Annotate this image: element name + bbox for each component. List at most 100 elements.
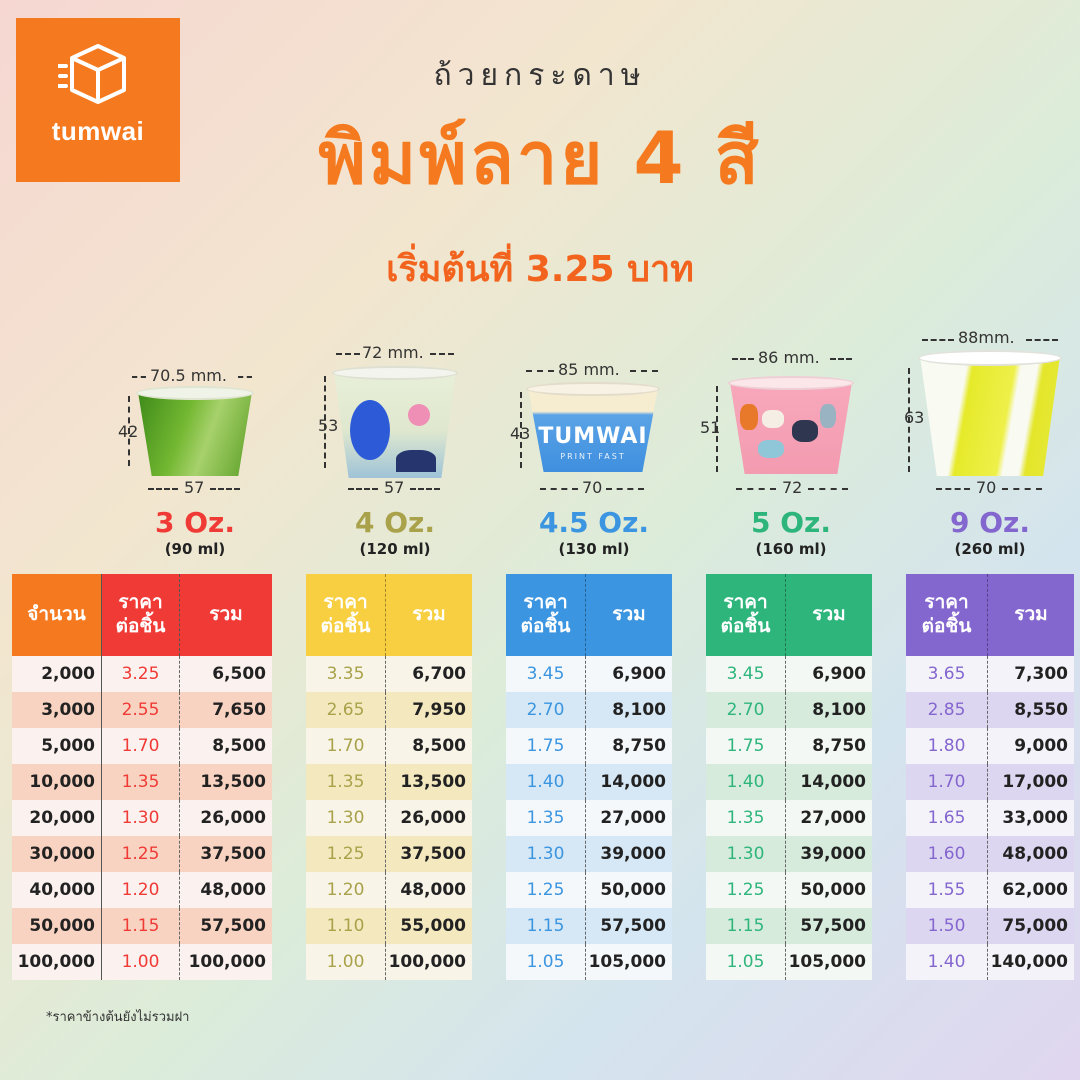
cup-height-dimension: 42 xyxy=(118,422,139,441)
cell-price: 1.70 xyxy=(906,764,988,800)
cell-total: 75,000 xyxy=(988,908,1074,944)
table-row: 1.40 14,000 xyxy=(506,764,672,800)
table-row: 1.70 17,000 xyxy=(906,764,1074,800)
cell-total: 8,500 xyxy=(386,728,472,764)
table-row: 3.35 6,700 xyxy=(306,656,472,692)
cup-image xyxy=(920,356,1060,476)
cup-height-dimension: 53 xyxy=(318,416,339,435)
cell-price: 1.75 xyxy=(706,728,786,764)
header-price: ราคา ต่อชิ้น xyxy=(506,574,586,656)
cell-price: 2.65 xyxy=(306,692,386,728)
cell-total: 8,500 xyxy=(180,728,272,764)
table-row: 1.30 39,000 xyxy=(506,836,672,872)
footnote: *ราคาข้างต้นยังไม่รวมฝา xyxy=(46,1010,190,1025)
cell-price: 1.25 xyxy=(706,872,786,908)
cup-top-dimension: 88mm. xyxy=(958,328,1015,347)
cell-total: 105,000 xyxy=(786,944,872,980)
cup-image xyxy=(528,388,658,472)
cell-price: 1.05 xyxy=(706,944,786,980)
table-row: 1.25 50,000 xyxy=(706,872,872,908)
cell-total: 8,100 xyxy=(786,692,872,728)
cell-total: 6,900 xyxy=(586,656,672,692)
table-row: 1.20 48,000 xyxy=(306,872,472,908)
cup-bottom-dimension: 72 xyxy=(782,478,803,497)
heading-line3: เริ่มต้นที่ 3.25 บาท xyxy=(386,249,694,290)
cup-top-dimension: 72 mm. xyxy=(362,343,424,362)
cell-total: 39,000 xyxy=(786,836,872,872)
cup-height-dimension: 63 xyxy=(904,408,925,427)
cup-top-dimension: 85 mm. xyxy=(558,360,620,379)
cup-size-oz: 5 Oz. xyxy=(751,506,831,539)
cell-price: 1.20 xyxy=(306,872,386,908)
cell-price: 1.05 xyxy=(506,944,586,980)
cell-total: 57,500 xyxy=(786,908,872,944)
cell-total: 48,000 xyxy=(180,872,272,908)
cell-price: 1.20 xyxy=(102,872,180,908)
table-row: 1.35 27,000 xyxy=(506,800,672,836)
table-row: 2,000 3.25 6,500 xyxy=(12,656,272,692)
cell-price: 1.30 xyxy=(102,800,180,836)
cell-total: 7,650 xyxy=(180,692,272,728)
cup-bottom-dimension: 57 xyxy=(184,478,205,497)
header-total: รวม xyxy=(586,574,672,656)
table-row: 1.50 75,000 xyxy=(906,908,1074,944)
cell-total: 140,000 xyxy=(988,944,1074,980)
cell-total: 50,000 xyxy=(786,872,872,908)
cell-total: 13,500 xyxy=(386,764,472,800)
price-table-0: จำนวน ราคา ต่อชิ้น รวม 2,000 3.25 6,500 3,000 2… xyxy=(12,574,272,980)
cell-total: 48,000 xyxy=(988,836,1074,872)
cell-price: 1.40 xyxy=(906,944,988,980)
cell-qty: 20,000 xyxy=(12,800,102,836)
table-row: 3,000 2.55 7,650 xyxy=(12,692,272,728)
table-row: 1.35 27,000 xyxy=(706,800,872,836)
cell-total: 6,700 xyxy=(386,656,472,692)
price-table-3: ราคา ต่อชิ้น รวม 3.45 6,900 2.70 8,100 1.75 8,7… xyxy=(706,574,872,980)
cell-price: 1.30 xyxy=(306,800,386,836)
cell-price: 1.35 xyxy=(506,800,586,836)
table-row: 1.30 39,000 xyxy=(706,836,872,872)
cell-qty: 2,000 xyxy=(12,656,102,692)
cell-price: 1.30 xyxy=(506,836,586,872)
cell-price: 1.50 xyxy=(906,908,988,944)
table-row: 1.80 9,000 xyxy=(906,728,1074,764)
header-qty: จำนวน xyxy=(12,574,102,656)
cell-total: 27,000 xyxy=(586,800,672,836)
cell-total: 8,750 xyxy=(586,728,672,764)
cell-price: 1.70 xyxy=(102,728,180,764)
cell-total: 37,500 xyxy=(180,836,272,872)
table-header: จำนวน ราคา ต่อชิ้น รวม xyxy=(12,574,272,656)
cell-price: 1.60 xyxy=(906,836,988,872)
table-row: 1.10 55,000 xyxy=(306,908,472,944)
header-total: รวม xyxy=(180,574,272,656)
table-row: 1.05 105,000 xyxy=(506,944,672,980)
table-row: 3.65 7,300 xyxy=(906,656,1074,692)
cell-price: 1.00 xyxy=(306,944,386,980)
table-row: 2.85 8,550 xyxy=(906,692,1074,728)
cup-size-ml: (90 ml) xyxy=(164,540,226,558)
table-header: ราคา ต่อชิ้น รวม xyxy=(306,574,472,656)
cup-image xyxy=(138,392,252,476)
table-row: 1.05 105,000 xyxy=(706,944,872,980)
cell-qty: 100,000 xyxy=(12,944,102,980)
cell-price: 1.40 xyxy=(706,764,786,800)
cell-total: 8,100 xyxy=(586,692,672,728)
cup-height-dimension: 43 xyxy=(510,424,531,443)
cell-total: 105,000 xyxy=(586,944,672,980)
cup-size-oz: 4 Oz. xyxy=(355,506,435,539)
cell-total: 48,000 xyxy=(386,872,472,908)
cell-total: 50,000 xyxy=(586,872,672,908)
cell-qty: 5,000 xyxy=(12,728,102,764)
header-total: รวม xyxy=(386,574,472,656)
cell-price: 2.55 xyxy=(102,692,180,728)
cell-price: 1.15 xyxy=(706,908,786,944)
header-price: ราคา ต่อชิ้น xyxy=(102,574,180,656)
cell-price: 1.35 xyxy=(102,764,180,800)
cell-total: 37,500 xyxy=(386,836,472,872)
cup-size-oz: 9 Oz. xyxy=(950,506,1030,539)
cell-total: 26,000 xyxy=(386,800,472,836)
cell-price: 2.85 xyxy=(906,692,988,728)
header-price: ราคา ต่อชิ้น xyxy=(706,574,786,656)
table-row: 1.40 14,000 xyxy=(706,764,872,800)
table-row: 2.70 8,100 xyxy=(706,692,872,728)
table-row: 1.25 37,500 xyxy=(306,836,472,872)
